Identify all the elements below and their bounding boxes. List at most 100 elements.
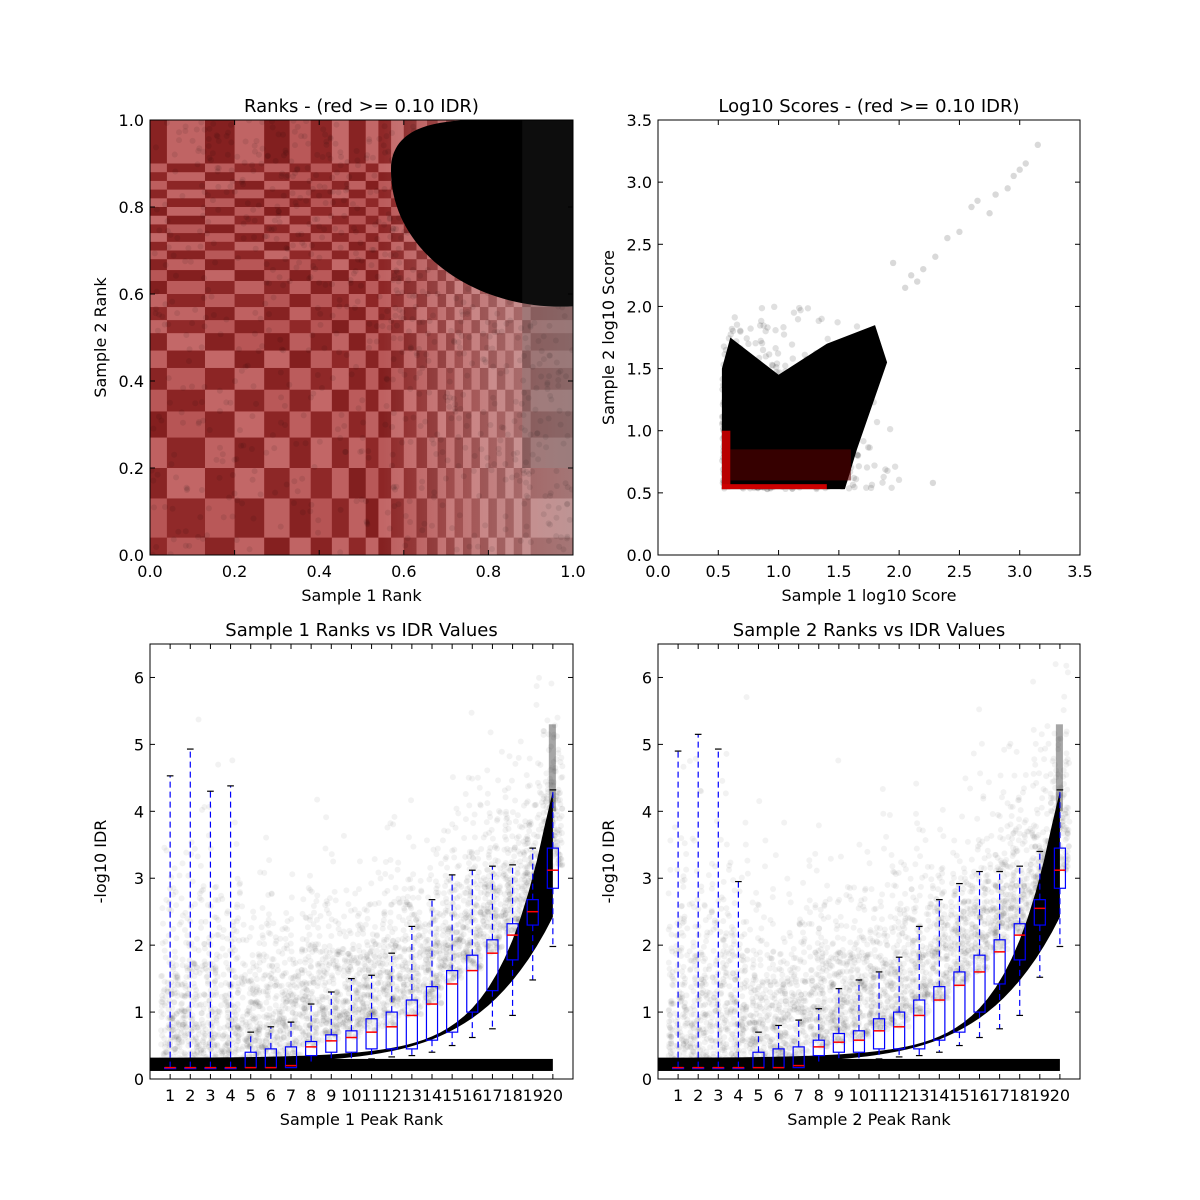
data-point	[316, 183, 323, 190]
data-point	[464, 308, 471, 315]
data-point	[354, 256, 361, 263]
data-point	[219, 934, 226, 941]
data-point	[288, 948, 295, 955]
data-point	[312, 1023, 319, 1030]
data-point	[340, 1007, 347, 1014]
data-point	[416, 390, 423, 397]
data-point	[545, 520, 552, 527]
data-point	[170, 1047, 177, 1054]
data-point	[490, 363, 497, 370]
data-point	[231, 490, 238, 497]
data-point	[246, 1023, 253, 1030]
data-point	[394, 866, 401, 873]
data-point	[278, 419, 285, 426]
data-point	[194, 853, 201, 860]
data-point	[418, 888, 425, 895]
data-point	[161, 1052, 168, 1059]
data-point	[162, 1040, 169, 1047]
data-point	[279, 1047, 286, 1054]
data-point	[176, 1043, 183, 1050]
data-point	[296, 994, 303, 1001]
data-point	[206, 803, 213, 810]
data-point	[191, 945, 198, 952]
data-point	[283, 245, 290, 252]
data-point	[252, 1027, 259, 1034]
data-point	[399, 349, 406, 356]
data-point	[216, 444, 223, 451]
data-point	[251, 234, 258, 241]
data-point	[801, 351, 809, 358]
data-point	[491, 461, 498, 468]
data-point	[339, 945, 346, 952]
data-point	[272, 1002, 279, 1009]
data-point	[184, 932, 191, 939]
data-point	[379, 323, 386, 330]
data-point	[322, 281, 329, 288]
data-point	[299, 936, 306, 943]
data-point	[220, 1047, 227, 1054]
data-point	[304, 987, 311, 994]
data-point	[407, 519, 414, 526]
data-point	[460, 473, 467, 480]
data-point	[209, 197, 216, 204]
data-point	[206, 997, 213, 1004]
data-point	[391, 503, 398, 510]
data-point	[300, 412, 307, 419]
data-point	[308, 990, 315, 997]
data-point	[316, 1007, 323, 1014]
data-point	[277, 523, 284, 530]
data-point	[254, 1028, 261, 1035]
data-point	[181, 926, 188, 933]
data-point	[322, 902, 329, 909]
data-point	[357, 448, 364, 455]
data-point	[280, 1034, 287, 1041]
data-point	[235, 1024, 242, 1031]
data-point	[307, 957, 314, 964]
data-point	[200, 212, 207, 219]
data-point	[564, 533, 571, 540]
data-point	[280, 1015, 287, 1022]
data-point	[276, 1010, 283, 1017]
data-point	[417, 877, 424, 884]
data-point	[224, 908, 231, 915]
data-point	[337, 506, 344, 513]
data-point	[250, 383, 257, 390]
data-point	[315, 980, 322, 987]
data-point	[243, 1038, 250, 1045]
data-point	[232, 378, 239, 385]
data-point	[263, 233, 270, 240]
data-point	[540, 333, 547, 340]
data-point	[182, 258, 189, 265]
data-point	[213, 956, 220, 963]
data-point	[173, 974, 180, 981]
data-point	[425, 357, 432, 364]
data-point	[190, 1036, 197, 1043]
data-point	[221, 997, 228, 1004]
data-point	[328, 213, 335, 220]
data-point	[190, 1048, 197, 1055]
data-point	[172, 272, 179, 279]
data-point	[228, 1050, 235, 1057]
data-point	[307, 394, 314, 401]
data-point	[292, 1024, 299, 1031]
data-point	[520, 412, 527, 419]
data-point	[257, 1000, 264, 1007]
data-point	[304, 165, 311, 172]
data-point	[317, 968, 324, 975]
data-point	[381, 1001, 388, 1008]
data-point	[533, 385, 540, 392]
data-point	[265, 922, 272, 929]
data-point	[317, 310, 324, 317]
data-point	[159, 992, 166, 999]
data-point	[397, 367, 404, 374]
data-point	[377, 875, 384, 882]
data-point	[256, 966, 263, 973]
data-point	[410, 843, 417, 850]
data-point	[283, 173, 290, 180]
data-point	[292, 1041, 299, 1048]
data-point	[299, 996, 306, 1003]
data-point	[249, 476, 256, 483]
data-point	[211, 1041, 218, 1048]
data-point	[409, 885, 416, 892]
data-point	[260, 1024, 267, 1031]
